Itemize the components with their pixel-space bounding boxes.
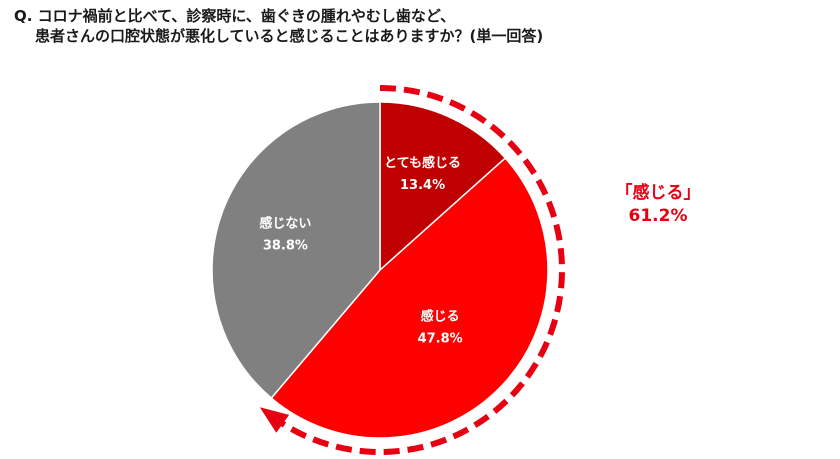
- pie-slice-1: [379, 101, 507, 272]
- slice-value-2: 47.8%: [418, 332, 463, 347]
- pie-slice-3: [211, 101, 381, 400]
- slice-label-3: 感じない: [259, 215, 311, 231]
- slice-label-1: とても感じる: [384, 155, 461, 171]
- question-text: Q. コロナ禍前と比べて、診察時に、歯ぐきの腫れやむし歯など、 患者さんの口腔状…: [14, 6, 543, 46]
- slice-label-2: 感じる: [421, 309, 460, 325]
- highlight-dashed-arc: [275, 85, 565, 455]
- total-callout: 「感じる」 61.2%: [608, 182, 708, 228]
- pie-slice-2: [270, 157, 549, 439]
- slice-value-1: 13.4%: [400, 178, 445, 193]
- highlight-arrowhead: [259, 407, 290, 433]
- question-line-2: 患者さんの口腔状態が悪化していると感じることはありますか？(単一回答): [35, 27, 544, 45]
- slice-value-3: 38.8%: [263, 238, 308, 253]
- callout-value: 61.2%: [628, 206, 688, 226]
- callout-label: 「感じる」: [615, 183, 701, 203]
- question-line-1: Q. コロナ禍前と比べて、診察時に、歯ぐきの腫れやむし歯など、: [14, 7, 456, 25]
